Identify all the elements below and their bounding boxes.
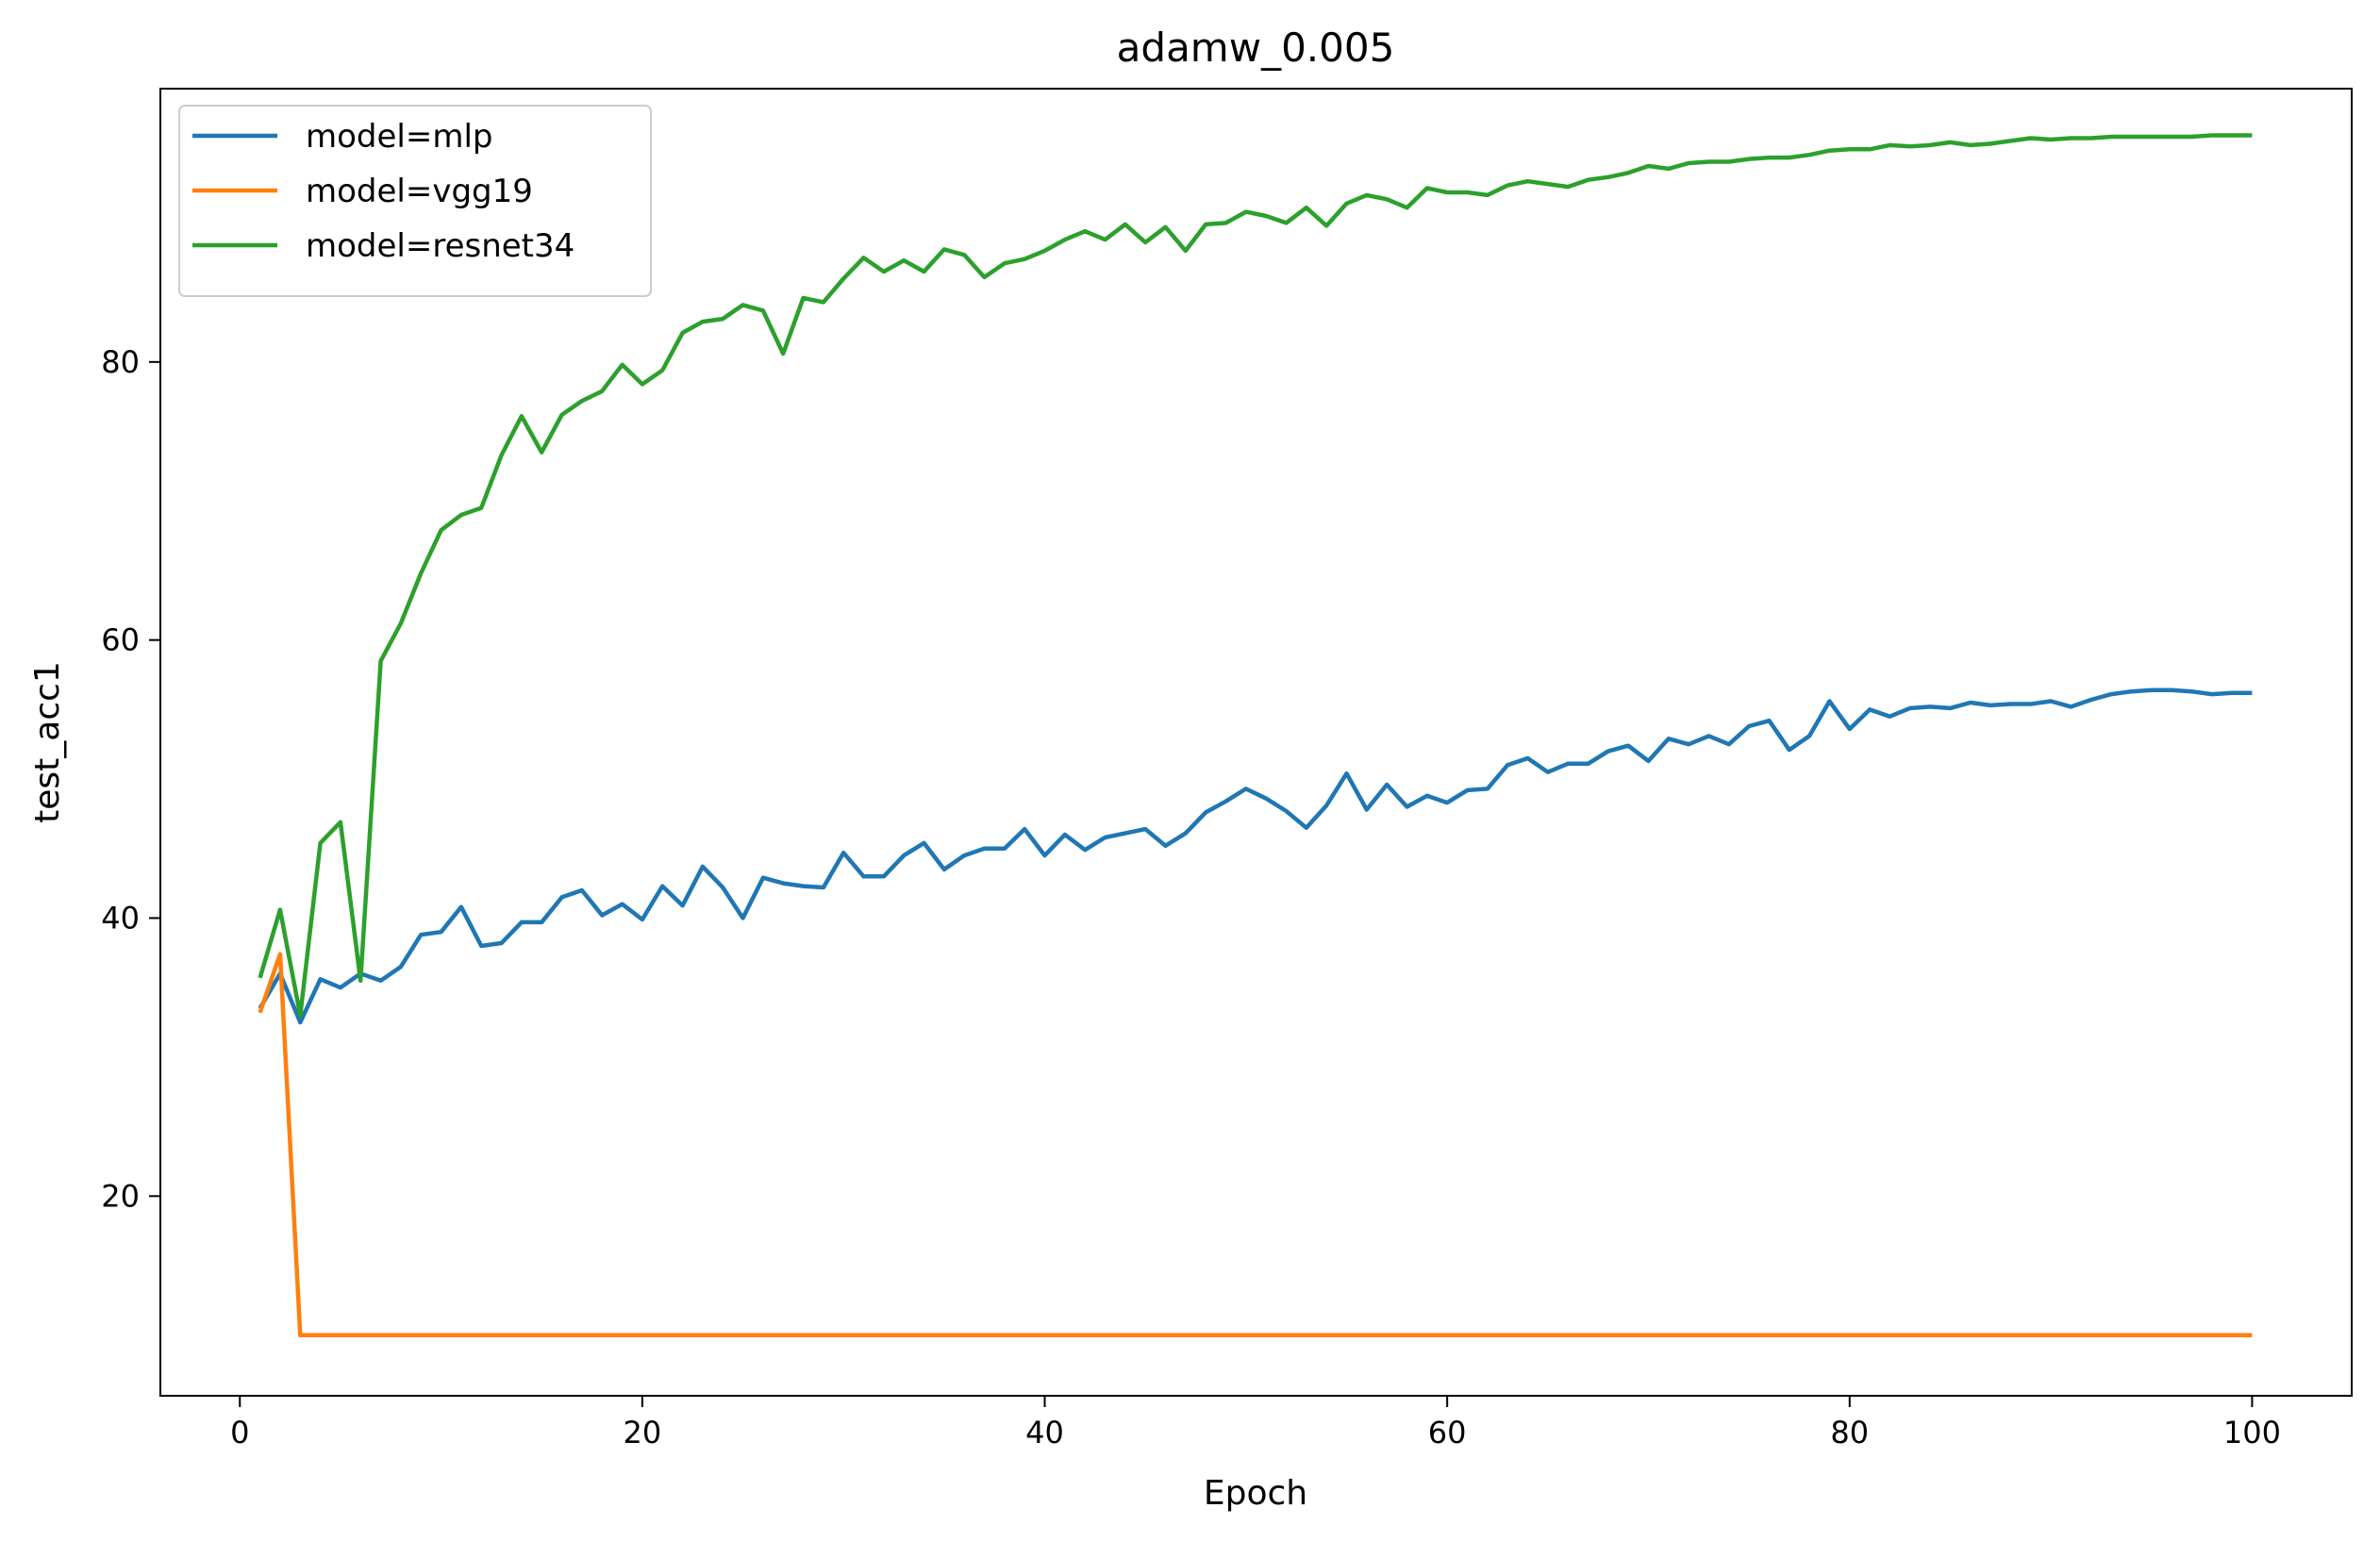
legend-label-2: model=resnet34	[306, 227, 574, 265]
x-tick-label-2: 40	[1025, 1415, 1064, 1450]
y-tick-label-1: 40	[101, 900, 140, 936]
y-tick-label-3: 80	[101, 344, 140, 380]
x-axis-label: Epoch	[1204, 1474, 1307, 1513]
series-line-0	[258, 688, 2253, 1025]
x-tick-label-3: 60	[1428, 1415, 1467, 1450]
chart-title: adamw_0.005	[1117, 25, 1395, 71]
legend: model=mlp model=vgg19 model=resnet34	[178, 105, 652, 297]
axis-ticks: 0 20 40 60 80 100 20 40 60 80	[101, 344, 2281, 1450]
plot-area	[258, 133, 2253, 1337]
legend-label-1: model=vgg19	[306, 173, 533, 210]
legend-label-0: model=mlp	[306, 118, 493, 156]
x-tick-label-5: 100	[2223, 1415, 2281, 1450]
x-tick-label-0: 0	[230, 1415, 249, 1450]
legend-box	[178, 105, 652, 297]
axes-frame	[159, 88, 2353, 1397]
y-tick-label-0: 20	[101, 1178, 140, 1214]
x-tick-label-1: 20	[624, 1415, 662, 1450]
x-tick-label-4: 80	[1830, 1415, 1869, 1450]
y-axis-label: test_acc1	[28, 661, 67, 823]
series-line-2	[258, 133, 2253, 1018]
series-line-1	[258, 952, 2253, 1337]
y-tick-label-2: 60	[101, 622, 140, 658]
